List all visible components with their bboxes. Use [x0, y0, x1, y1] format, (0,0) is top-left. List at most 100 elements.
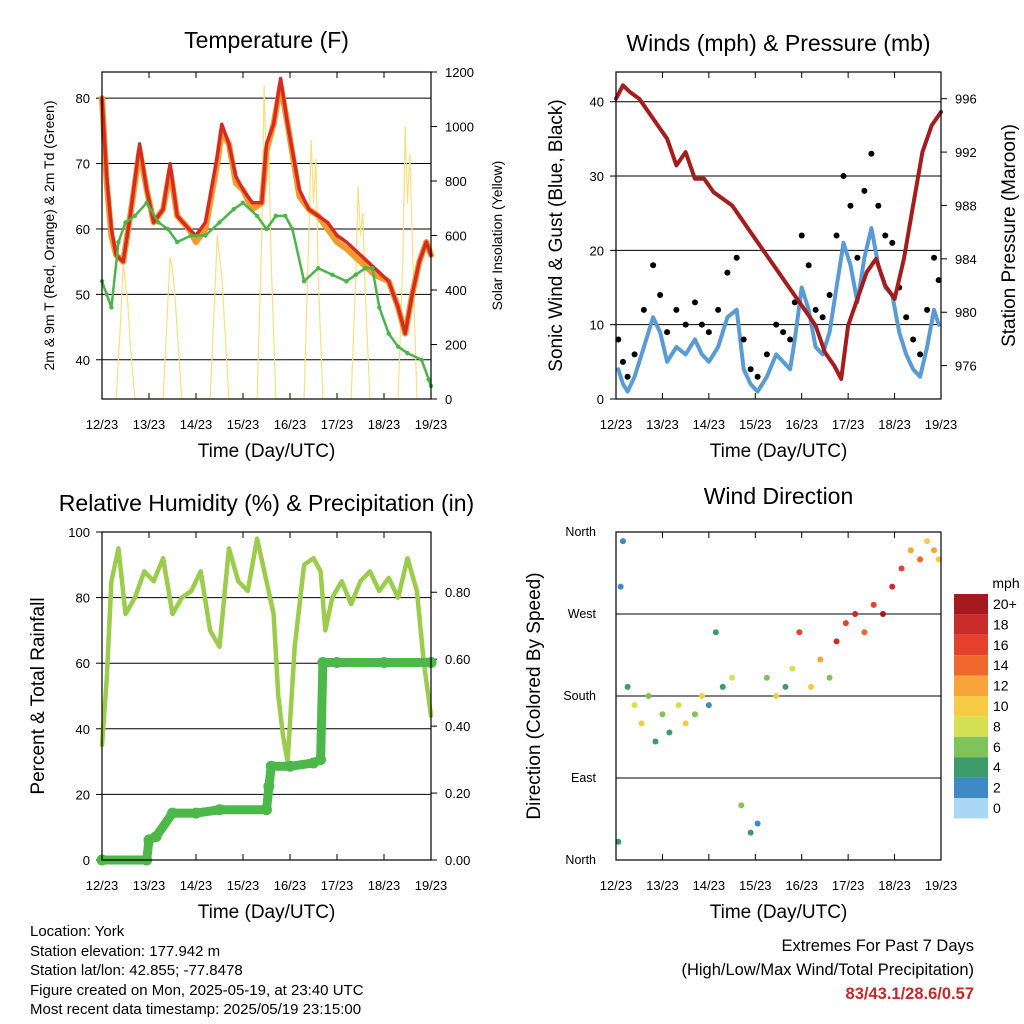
y-tick-label: 40	[76, 353, 90, 368]
humidity-line	[99, 536, 434, 764]
direction-point	[712, 629, 719, 636]
precipitation-line	[97, 658, 436, 865]
legend-swatch	[954, 696, 988, 717]
gust-point	[826, 291, 833, 298]
direction-point	[624, 683, 631, 690]
y-axis-label: 2m & 9m T (Red, Orange) & 2m Td (Green)	[41, 101, 57, 371]
y-tick-label: West	[568, 607, 597, 621]
x-axis-label: Time (Day/UTC)	[710, 441, 848, 462]
dewpoint-point	[344, 279, 349, 284]
y-axis-label: Percent & Total Rainfall	[28, 597, 49, 794]
sonic-wind-line	[616, 226, 941, 394]
dewpoint-point	[264, 226, 269, 232]
x-tick-label: 16/23	[274, 878, 307, 893]
precipitation-point	[263, 780, 275, 792]
elevation-text: Station elevation: 177.942 m	[30, 942, 221, 960]
y-tick-label: North	[565, 525, 596, 539]
dewpoint-point	[156, 220, 161, 225]
x-axis-label: Time (Day/UTC)	[198, 441, 336, 462]
legend-swatch	[954, 634, 988, 656]
precipitation-point	[261, 804, 272, 816]
y-tick-label: East	[571, 771, 597, 785]
dewpoint-point	[426, 377, 431, 382]
gust-point	[910, 336, 917, 343]
precipitation-point	[190, 807, 202, 819]
dewpoint-point	[189, 233, 194, 238]
plot-frame	[615, 71, 942, 400]
gust-point	[868, 150, 875, 157]
location-text: Location: York	[30, 923, 125, 940]
y-tick-label: 80	[76, 591, 90, 606]
direction-point	[675, 702, 682, 709]
dewpoint-point	[217, 220, 222, 225]
direction-point	[652, 738, 659, 745]
extremes-title: Extremes For Past 7 Days	[781, 937, 974, 955]
direction-point	[615, 838, 622, 845]
direction-point	[617, 583, 624, 590]
gust-point	[875, 202, 882, 209]
dewpoint-point	[231, 207, 236, 212]
dewpoint-point	[405, 351, 410, 356]
dewpoint-point	[144, 200, 149, 205]
y-tick-label: 30	[590, 169, 604, 184]
legend-swatch	[954, 675, 988, 696]
gust-point	[805, 262, 812, 269]
precipitation-point	[315, 754, 327, 766]
dewpoint-point	[283, 213, 288, 219]
x-axis-label: Time (Day/UTC)	[710, 902, 848, 922]
x-tick-label: 18/23	[368, 878, 401, 893]
gust-point	[882, 232, 889, 239]
dewpoint-point	[290, 226, 295, 232]
x-tick-label: 14/23	[180, 878, 213, 893]
legend-swatch	[954, 757, 988, 778]
dewpoint-point	[353, 272, 358, 277]
chart-title: Relative Humidity (%) & Precipitation (i…	[59, 490, 474, 516]
x-tick-label: 18/23	[878, 878, 911, 893]
gust-point	[631, 351, 638, 358]
x-tick-label: 13/23	[646, 878, 679, 893]
direction-point	[682, 720, 689, 727]
y-right-tick-label: 800	[445, 174, 467, 189]
legend-label: 4	[993, 759, 1001, 775]
dewpoint-point	[104, 292, 109, 297]
dewpoint-point	[386, 331, 391, 336]
precipitation-point	[214, 804, 225, 816]
gust-point	[698, 321, 705, 328]
gust-point	[705, 329, 712, 336]
gust-point	[787, 336, 794, 343]
direction-point	[817, 656, 824, 663]
gust-point	[763, 351, 770, 358]
x-tick-label: 12/23	[600, 878, 633, 893]
dewpoint-point	[132, 213, 138, 219]
y-tick-label: 40	[590, 95, 604, 110]
x-tick-label: 15/23	[739, 417, 772, 432]
direction-point	[879, 611, 886, 617]
y-right-tick-label: 400	[445, 283, 467, 298]
direction-point	[773, 693, 780, 699]
direction-point	[931, 547, 938, 554]
gust-point	[780, 329, 787, 336]
direction-point	[808, 683, 814, 690]
solar-insolation-line	[115, 84, 418, 400]
gust-point	[724, 269, 731, 276]
y-tick-label: 0	[83, 853, 90, 868]
gust-point	[657, 291, 664, 298]
x-tick-label: 19/23	[925, 417, 958, 432]
y-right-tick-label: 200	[445, 338, 467, 353]
extremes-subtitle: (High/Low/Max Wind/Total Precipitation)	[681, 961, 974, 979]
gust-point	[773, 321, 780, 328]
x-tick-label: 19/23	[415, 878, 448, 893]
gust-point	[682, 321, 689, 328]
legend-swatch	[954, 777, 988, 798]
direction-point	[907, 547, 914, 554]
direction-point	[691, 711, 698, 718]
x-tick-label: 12/23	[86, 417, 119, 432]
dewpoint-point	[123, 220, 128, 225]
x-tick-label: 19/23	[415, 417, 448, 432]
extremes-box: Extremes For Past 7 Days (High/Low/Max W…	[681, 934, 974, 1006]
dewpoint-point	[165, 226, 170, 232]
gust-point	[747, 366, 754, 373]
legend-label: 18	[993, 616, 1009, 632]
legend-label: 14	[993, 657, 1009, 673]
direction-point	[924, 538, 931, 545]
